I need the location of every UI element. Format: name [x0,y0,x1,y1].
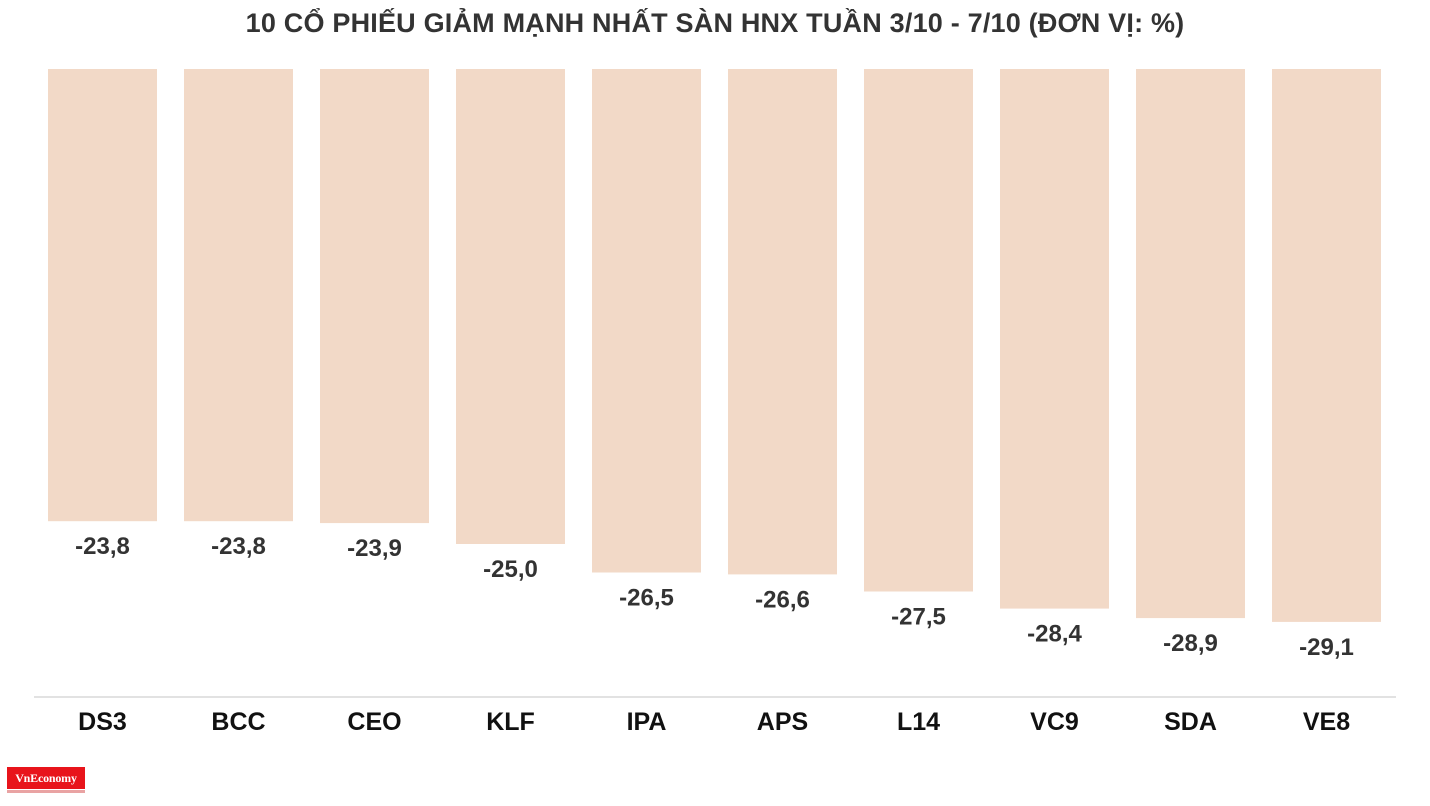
tick-label-vc9: VC9 [1030,708,1079,736]
bar-aps [728,69,837,575]
value-label-sda: -28,9 [1163,630,1218,657]
tick-labels-group: DS3 BCC CEO KLF IPA APS L14 VC9 SDA VE8 [78,708,1350,736]
tick-label-klf: KLF [486,708,535,736]
tick-label-ipa: IPA [627,708,667,736]
bar-sda [1136,69,1245,619]
bar-l14 [864,69,973,592]
vneconomy-logo: VnEconomy [7,767,85,789]
value-label-ve8: -29,1 [1299,634,1354,661]
tick-label-ve8: VE8 [1303,708,1350,736]
bar-ve8 [1272,69,1381,622]
value-label-aps: -26,6 [755,586,810,613]
bar-ds3 [48,69,157,522]
tick-label-l14: L14 [897,708,940,736]
value-label-vc9: -28,4 [1027,621,1082,648]
value-label-bcc: -23,8 [211,533,266,560]
value-label-ceo: -23,9 [347,535,402,562]
logo-tagline-strip [7,790,85,793]
value-label-klf: -25,0 [483,556,538,583]
bar-bcc [184,69,293,522]
bar-ipa [592,69,701,573]
tick-label-ds3: DS3 [78,708,127,736]
value-label-ipa: -26,5 [619,585,674,612]
value-label-l14: -27,5 [891,604,946,631]
tick-label-sda: SDA [1164,708,1217,736]
tick-label-bcc: BCC [211,708,265,736]
tick-label-aps: APS [757,708,808,736]
bar-klf [456,69,565,544]
chart-title: 10 CỔ PHIẾU GIẢM MẠNH NHẤT SÀN HNX TUẦN … [245,8,1185,38]
value-labels-group: -23,8 -23,8 -23,9 -25,0 -26,5 -26,6 -27,5 -28,4… [75,533,1354,661]
value-label-ds3: -23,8 [75,533,130,560]
bar-vc9 [1000,69,1109,609]
tick-label-ceo: CEO [347,708,401,736]
bars-group [48,69,1381,622]
bar-ceo [320,69,429,524]
